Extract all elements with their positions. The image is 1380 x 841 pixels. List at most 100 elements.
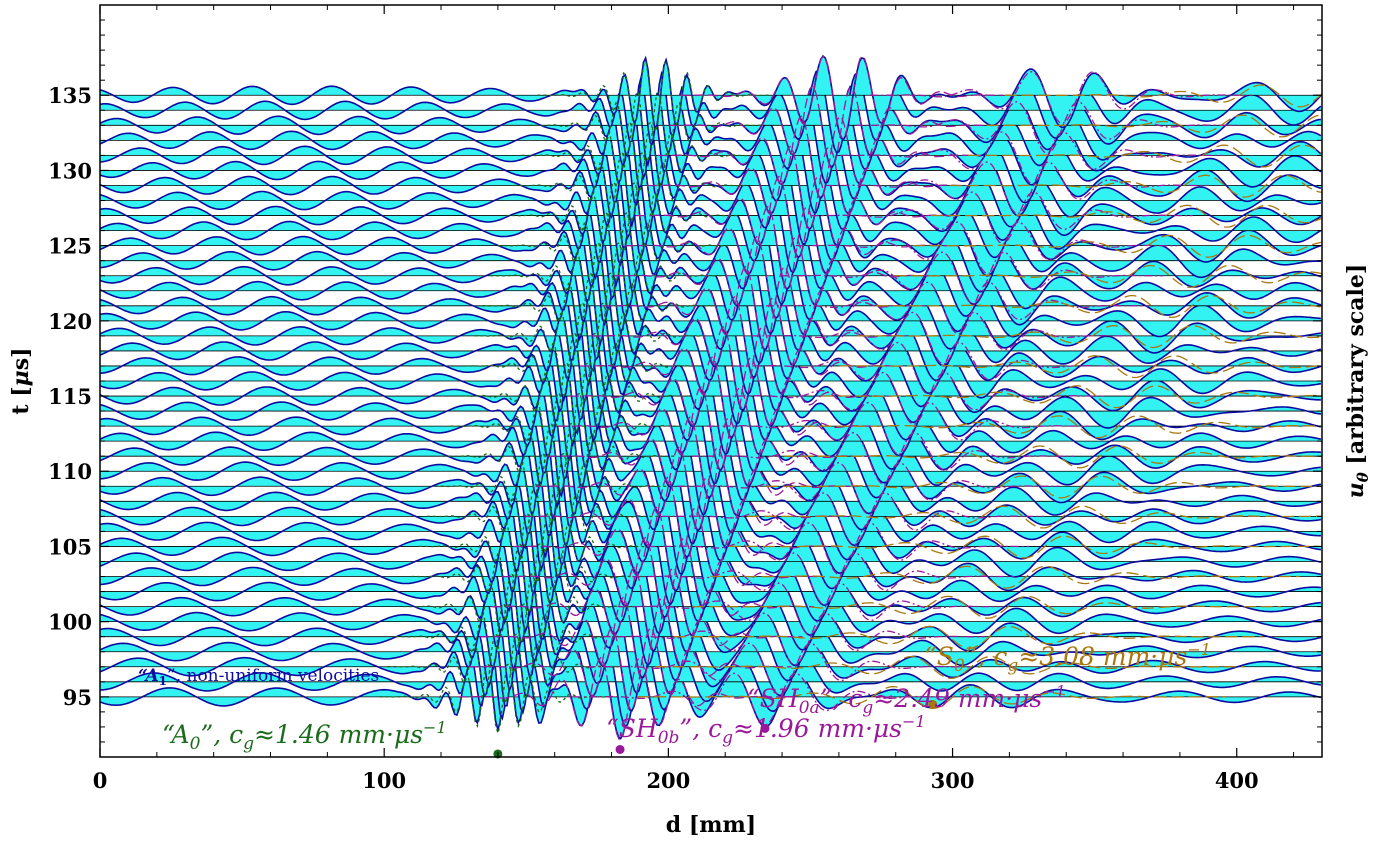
mode-envelope-a0 bbox=[387, 632, 622, 706]
trace-line bbox=[100, 129, 1322, 214]
trace-line bbox=[100, 99, 1322, 184]
mode-envelope-s0 bbox=[747, 505, 1322, 529]
y-tick-label: 100 bbox=[48, 610, 92, 635]
mode-envelope-sh0a bbox=[632, 552, 1015, 606]
mode-envelope-sh0a bbox=[736, 341, 1119, 395]
mode-envelope-a0 bbox=[458, 362, 693, 435]
x-tick-label: 400 bbox=[1215, 768, 1259, 793]
mode-envelope-s0 bbox=[968, 144, 1322, 168]
trace-line bbox=[100, 189, 1322, 274]
annotation-sh0b: “SH0b”, cg≈1.96 mm·μs−1 bbox=[606, 712, 926, 748]
mode-envelope-a0 bbox=[395, 602, 630, 676]
mode-envelope-a0 bbox=[513, 151, 748, 225]
trace-fill bbox=[100, 100, 1322, 183]
mode-envelope-a0 bbox=[482, 271, 717, 345]
mode-envelope-a0 bbox=[497, 211, 733, 285]
trace-line bbox=[100, 69, 1322, 154]
mode-envelope-s0 bbox=[986, 114, 1322, 138]
trace-line bbox=[100, 611, 1322, 695]
trace-line bbox=[100, 489, 1321, 575]
mode-envelope-a0 bbox=[474, 301, 709, 375]
mode-envelope-a0 bbox=[434, 452, 669, 526]
mode-envelope-sh0b bbox=[502, 536, 825, 620]
trace-line bbox=[100, 309, 1322, 396]
trace-line bbox=[100, 145, 1322, 231]
trace-line bbox=[100, 279, 1321, 365]
y-tick-label: 105 bbox=[48, 534, 92, 559]
onset-marker-sh0b bbox=[615, 744, 625, 754]
mode-envelope-sh0a bbox=[840, 131, 1223, 184]
trace-line bbox=[100, 159, 1322, 246]
mode-envelope-s0 bbox=[949, 174, 1322, 198]
mode-envelope-sh0b bbox=[591, 295, 915, 379]
axis-ticks: 0 100 200 300 400 95 100 105 110 115 120 125 130 135 bbox=[48, 5, 1322, 793]
mode-envelope-s0 bbox=[931, 204, 1322, 228]
mode-envelope-sh0a bbox=[855, 101, 1238, 154]
trace-line bbox=[100, 115, 1322, 200]
mode-envelope-s0 bbox=[729, 535, 1318, 559]
mode-envelope-sh0a bbox=[617, 582, 1000, 636]
mode-envelope-s0 bbox=[839, 355, 1322, 379]
mode-envelope-sh0b bbox=[568, 356, 892, 439]
mode-envelope-sh0b bbox=[479, 596, 803, 680]
mode-envelope-sh0b bbox=[624, 205, 948, 289]
annotation-sh0a: “SH0a”, cg≈2.49 mm·μs−1 bbox=[747, 682, 1066, 718]
mode-envelopes bbox=[379, 55, 1322, 740]
trace-fill bbox=[100, 56, 1322, 140]
mode-envelope-s0 bbox=[876, 294, 1322, 319]
trace-line bbox=[100, 399, 1322, 485]
y-tick-label: 120 bbox=[48, 309, 92, 334]
x-tick-label: 300 bbox=[931, 768, 975, 793]
y-axis-title: t [μs] bbox=[8, 347, 34, 414]
mode-envelope-sh0a bbox=[810, 191, 1193, 245]
trace-fill bbox=[100, 400, 1322, 484]
annotation-a1: “A1”, non-uniform velocities bbox=[138, 666, 379, 688]
mode-envelope-sh0b bbox=[535, 446, 859, 530]
y-tick-label: 95 bbox=[63, 685, 92, 710]
mode-envelope-sh0a bbox=[825, 161, 1208, 215]
trace-fill bbox=[100, 116, 1322, 199]
mode-envelope-sh0b bbox=[490, 566, 814, 650]
mode-envelope-sh0a bbox=[870, 71, 1252, 124]
mode-envelope-s0 bbox=[765, 475, 1322, 499]
mode-envelope-sh0b bbox=[602, 265, 926, 349]
y-tick-label: 115 bbox=[48, 384, 92, 409]
mode-envelope-sh0a bbox=[691, 432, 1074, 485]
mode-envelope-s0 bbox=[655, 655, 1245, 679]
x-tick-label: 200 bbox=[646, 768, 690, 793]
trace-fill bbox=[100, 612, 1322, 694]
mode-envelope-a0 bbox=[442, 422, 677, 496]
y-tick-label: 110 bbox=[48, 459, 92, 484]
mode-envelope-sh0b bbox=[524, 476, 848, 560]
trace-line bbox=[100, 234, 1322, 319]
mode-envelope-sh0b bbox=[635, 175, 959, 259]
y-tick-label: 130 bbox=[48, 158, 92, 183]
mode-envelope-a0 bbox=[505, 181, 740, 255]
mode-envelope-a0 bbox=[537, 61, 772, 135]
trace-fill bbox=[100, 581, 1322, 666]
mode-envelope-s0 bbox=[1004, 84, 1322, 108]
mode-envelope-s0 bbox=[857, 325, 1322, 349]
mode-envelope-s0 bbox=[894, 264, 1322, 288]
trace-line bbox=[100, 641, 1322, 728]
mode-envelope-sh0a bbox=[751, 311, 1134, 365]
trace-fill bbox=[100, 508, 1322, 591]
trace-fill bbox=[100, 146, 1322, 230]
mode-envelope-sh0a bbox=[795, 221, 1178, 275]
mode-envelope-s0 bbox=[673, 625, 1263, 649]
mode-envelope-sh0b bbox=[580, 326, 903, 409]
mode-envelope-sh0b bbox=[513, 506, 836, 590]
mode-envelope-s0 bbox=[784, 445, 1322, 469]
mode-envelope-s0 bbox=[710, 565, 1300, 589]
mode-envelope-sh0a bbox=[721, 371, 1104, 425]
mode-envelope-sh0b bbox=[557, 386, 881, 470]
mode-envelope-sh0b bbox=[657, 115, 981, 199]
mode-envelope-a0 bbox=[379, 662, 614, 736]
annotation-s0: “S0”, cg≈3.08 mm·μs−1 bbox=[924, 640, 1211, 676]
x-axis-title: d [mm] bbox=[666, 812, 756, 838]
trace-line bbox=[100, 54, 1322, 141]
mode-envelope-a0 bbox=[426, 482, 662, 556]
mode-envelope-a0 bbox=[529, 91, 764, 165]
mode-envelope-a0 bbox=[419, 512, 654, 586]
mode-envelope-a0 bbox=[450, 392, 685, 465]
